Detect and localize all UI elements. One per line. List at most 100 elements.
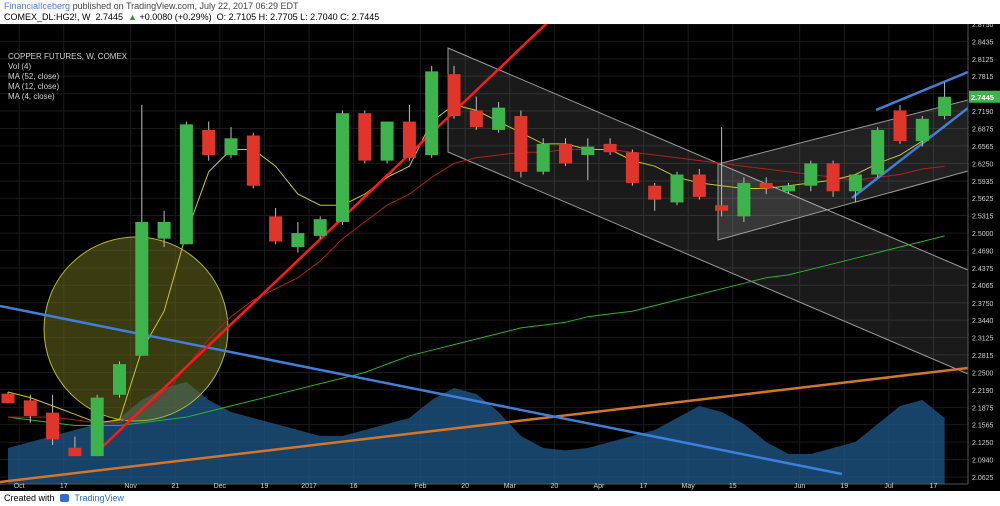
time-tick-label: 20 xyxy=(550,483,558,490)
lower-channel-line xyxy=(851,107,969,199)
legend-ma52[interactable]: MA (52, close) xyxy=(8,72,60,81)
time-tick-label: 17 xyxy=(640,483,648,490)
chart-legend: COPPER FUTURES, W, COMEX Vol (4) MA (52,… xyxy=(8,52,127,102)
candle xyxy=(358,110,372,164)
candle-body xyxy=(179,124,193,245)
footer: Created with TradingView xyxy=(0,491,1000,506)
legend-ma4[interactable]: MA (4, close) xyxy=(8,92,55,101)
candle-body xyxy=(291,233,305,248)
ma52-line xyxy=(7,235,945,426)
candle-body xyxy=(68,447,82,457)
time-tick-label: 20 xyxy=(461,483,469,490)
chart-area[interactable]: 2.87502.84352.81252.78152.75002.71902.68… xyxy=(0,24,1000,492)
published-text: published on TradingView.com, July 22, 2… xyxy=(72,1,299,11)
price-tick-label: 2.7190 xyxy=(972,109,994,116)
candle xyxy=(492,102,506,133)
price-chart[interactable]: 2.87502.84352.81252.78152.75002.71902.68… xyxy=(0,24,1000,492)
price-tick-label: 2.7815 xyxy=(972,74,994,81)
candle-body xyxy=(269,216,283,242)
candle-body xyxy=(469,110,483,128)
upper-channel-line xyxy=(875,70,969,112)
candle-body xyxy=(313,219,327,236)
candle-body xyxy=(648,185,662,200)
candle-body xyxy=(536,143,550,172)
candle xyxy=(536,138,550,175)
volume-area xyxy=(8,382,945,484)
price-tick-label: 2.5625 xyxy=(972,196,994,203)
candle xyxy=(1,392,15,404)
candle xyxy=(23,394,37,423)
legend-ma12[interactable]: MA (12, close) xyxy=(8,82,60,91)
tradingview-link[interactable]: TradingView xyxy=(74,493,124,503)
candle-body xyxy=(336,113,349,222)
price-tick-label: 2.2500 xyxy=(972,370,994,377)
price-axis: 2.87502.84352.81252.78152.75002.71902.68… xyxy=(967,24,1000,492)
time-tick-label: Jul xyxy=(884,483,893,490)
candle xyxy=(291,221,305,253)
price-tick-label: 2.8125 xyxy=(972,57,994,64)
candle-body xyxy=(224,138,238,156)
orange-trendline xyxy=(0,366,969,484)
candle xyxy=(648,182,662,211)
time-tick-label: 21 xyxy=(171,483,179,490)
candle xyxy=(380,121,394,164)
author-link[interactable]: FinancialIceberg xyxy=(4,1,71,11)
candle xyxy=(782,182,795,195)
price-tick-label: 2.5000 xyxy=(972,231,994,238)
candle-body xyxy=(915,118,929,142)
time-tick-label: 17 xyxy=(60,483,68,490)
candle-body xyxy=(692,174,706,197)
candle xyxy=(447,65,461,119)
created-with-text: Created with xyxy=(4,493,55,503)
time-tick-label: 19 xyxy=(261,483,269,490)
candle-body xyxy=(425,71,439,156)
candle-body xyxy=(759,182,773,189)
candle xyxy=(715,127,729,217)
candle xyxy=(559,138,572,167)
candle xyxy=(269,208,283,245)
candle xyxy=(670,171,684,206)
price-tick-label: 2.8435 xyxy=(972,40,994,47)
candle xyxy=(938,82,952,120)
price-tick-label: 2.6875 xyxy=(972,127,994,134)
price-tick-label: 2.1565 xyxy=(972,423,994,430)
candle-body xyxy=(848,174,862,192)
candle-body xyxy=(135,221,149,356)
candle-body xyxy=(782,185,795,192)
candle-body xyxy=(380,121,394,161)
time-tick-label: 15 xyxy=(729,483,737,490)
symbol-line: COMEX_DL:HG2!, W 2.7445 ▲ +0.0080 (+0.29… xyxy=(4,12,379,22)
candle xyxy=(581,138,595,181)
price-tick-label: 2.8750 xyxy=(972,24,994,29)
candle-body xyxy=(246,135,260,186)
candle xyxy=(692,168,706,200)
last-price: 2.7445 xyxy=(95,12,124,22)
candle-body xyxy=(603,143,617,153)
candle-body xyxy=(157,221,171,239)
price-tick-label: 2.3125 xyxy=(972,336,994,343)
candle xyxy=(402,104,416,161)
tradingview-logo-icon xyxy=(60,494,70,502)
price-tick-label: 2.4065 xyxy=(972,283,994,290)
candle xyxy=(514,110,528,178)
legend-title: COPPER FUTURES, W, COMEX xyxy=(8,52,128,61)
candle xyxy=(135,104,149,356)
time-tick-label: Jun xyxy=(794,483,805,490)
candle-body xyxy=(625,152,639,183)
price-tick-label: 2.6250 xyxy=(972,161,994,168)
price-tick-label: 2.5935 xyxy=(972,179,994,186)
candles xyxy=(1,65,952,457)
price-tick-label: 2.1250 xyxy=(972,440,994,447)
current-price-badge xyxy=(969,90,1000,103)
candle-body xyxy=(447,74,461,116)
candle xyxy=(826,160,840,197)
legend-vol[interactable]: Vol (4) xyxy=(8,62,32,71)
time-tick-label: Feb xyxy=(415,483,427,490)
candle xyxy=(893,104,907,144)
candle-body xyxy=(90,397,104,457)
candle xyxy=(425,65,439,158)
price-tick-label: 2.0625 xyxy=(972,475,994,482)
candle-body xyxy=(938,96,952,116)
candle-body xyxy=(23,400,37,416)
price-tick-label: 2.4375 xyxy=(972,266,994,273)
